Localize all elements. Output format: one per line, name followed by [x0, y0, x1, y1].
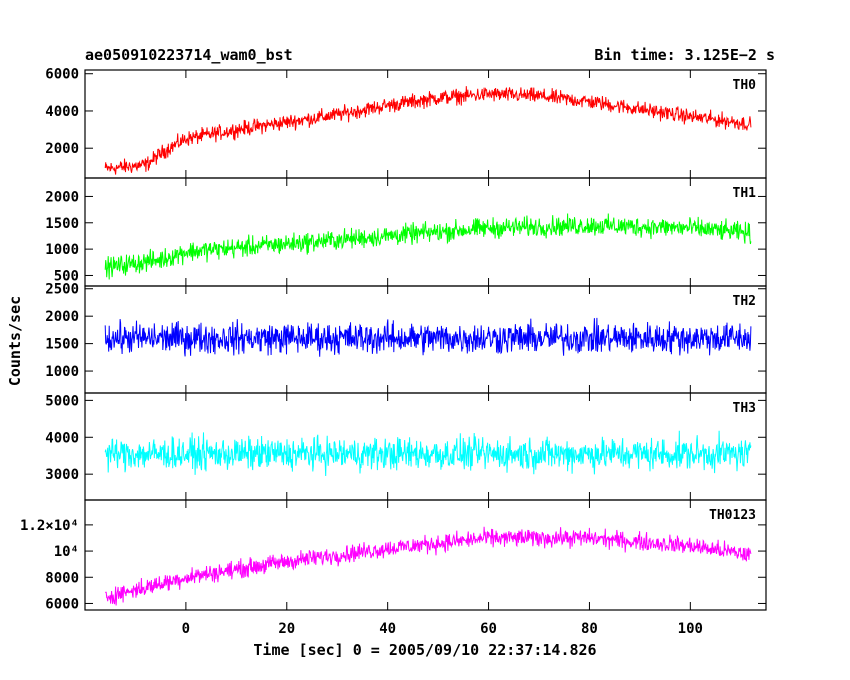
y-tick-label: 500 — [54, 268, 79, 284]
y-tick-label: 1500 — [45, 337, 79, 353]
y-tick-label: 2000 — [45, 189, 79, 205]
y-tick-label: 1500 — [45, 216, 79, 232]
y-tick-label: 5000 — [45, 393, 79, 409]
x-tick-label: 40 — [379, 621, 396, 637]
panel-frame-th0 — [84, 69, 767, 179]
panel-label-th0123: TH0123 — [709, 508, 756, 523]
x-tick-label: 100 — [678, 621, 703, 637]
y-tick-label: 1000 — [45, 364, 79, 380]
y-tick-label: 6000 — [45, 67, 79, 83]
panel-label-th2: TH2 — [733, 294, 756, 309]
panel-frame-th0123 — [84, 499, 767, 611]
panel-label-th0: TH0 — [733, 78, 757, 93]
y-tick-label: 10⁴ — [54, 544, 79, 560]
series-th3-line — [104, 430, 752, 477]
x-axis-label: Time [sec] 0 = 2005/09/10 22:37:14.826 — [253, 641, 596, 659]
y-tick-label: 1.2×10⁴ — [20, 518, 79, 534]
x-tick-label: 20 — [278, 621, 295, 637]
y-tick-label: 3000 — [45, 467, 79, 483]
y-tick-label: 8000 — [45, 570, 79, 586]
x-tick-label: 60 — [480, 621, 497, 637]
y-tick-label: 6000 — [45, 596, 79, 612]
y-tick-label: 2000 — [45, 141, 79, 157]
y-tick-label: 4000 — [45, 430, 79, 446]
y-axis-label: Counts/sec — [6, 296, 24, 386]
y-tick-label: 1000 — [45, 242, 79, 258]
panel-label-th1: TH1 — [733, 186, 757, 201]
y-tick-label: 2000 — [45, 309, 79, 325]
series-th0123-line — [105, 526, 752, 606]
series-th2-line — [104, 317, 752, 357]
y-tick-label: 4000 — [45, 104, 79, 120]
bin-time-label: Bin time: 3.125E−2 s — [594, 46, 775, 64]
panel-frame-th1 — [84, 177, 767, 287]
y-tick-label: 2500 — [45, 282, 79, 298]
x-tick-label: 0 — [182, 621, 190, 637]
series-th0-line — [104, 86, 752, 175]
observation-label: ae050910223714_wam0_bst — [85, 46, 293, 64]
x-tick-label: 80 — [581, 621, 598, 637]
series-th1-line — [104, 213, 752, 280]
panel-label-th3: TH3 — [733, 401, 756, 416]
